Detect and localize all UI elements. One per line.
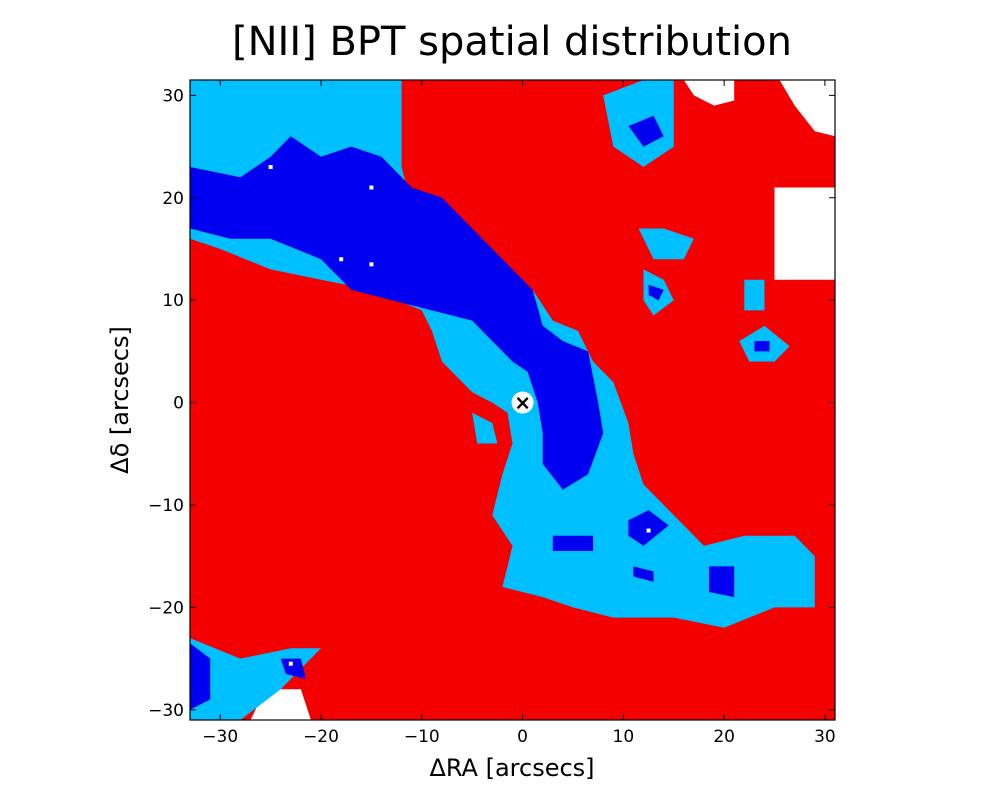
no-data-region-0	[683, 80, 735, 106]
composite-region-3	[638, 228, 694, 260]
chart-title: [NII] BPT spatial distribution	[232, 19, 792, 65]
hii-region-6	[633, 566, 654, 582]
x-tick-label: 20	[713, 727, 735, 747]
center-marker-disc	[511, 391, 534, 414]
hii-region-2	[280, 658, 306, 679]
x-tick-label: 10	[613, 727, 635, 747]
hii-region-5	[709, 566, 735, 598]
y-axis: 30 20 10 0 −10 −20 −30	[148, 86, 835, 721]
hii-region-3	[628, 510, 669, 546]
no-data-speck-0	[369, 185, 374, 190]
y-tick-label: 0	[173, 394, 184, 414]
hii-region-7	[628, 115, 664, 147]
marker-layer: ×	[511, 391, 534, 415]
center-marker: ×	[514, 391, 531, 415]
y-tick-label: 20	[162, 189, 184, 209]
x-tick-label: 30	[814, 727, 836, 747]
y-tick-label: −10	[148, 496, 184, 516]
composite-region-1	[190, 638, 321, 720]
no-data-speck-5	[288, 661, 293, 666]
y-tick-label: 30	[162, 86, 184, 106]
x-axis: −30 −20 −10 0 10 20 30	[202, 80, 836, 747]
x-axis-label: ΔRA [arcsecs]	[429, 754, 594, 782]
hii-region-9	[754, 341, 770, 352]
y-axis-label: Δδ [arcsecs]	[106, 326, 134, 474]
no-data-speck-4	[646, 528, 651, 533]
hii-region-0	[190, 136, 604, 490]
composite-region-7	[472, 412, 498, 444]
no-data-region-2	[774, 187, 835, 280]
x-tick-label: 0	[517, 727, 528, 747]
x-tick-label: −20	[303, 727, 339, 747]
y-tick-label: 10	[162, 291, 184, 311]
no-data-speck-3	[268, 165, 273, 170]
y-tick-label: −20	[148, 598, 184, 618]
no-data-speck-1	[369, 262, 374, 267]
axes-frame	[189, 79, 836, 721]
x-tick-label: −30	[202, 727, 238, 747]
y-tick-label: −30	[148, 701, 184, 721]
no-data-region-1	[779, 80, 835, 137]
no-data-speck-2	[339, 257, 344, 262]
hii-region-1	[190, 643, 211, 710]
composite-region-5	[744, 279, 765, 311]
hii-region-8	[648, 284, 664, 301]
hii-region-4	[552, 535, 594, 551]
x-tick-label: −10	[404, 727, 440, 747]
